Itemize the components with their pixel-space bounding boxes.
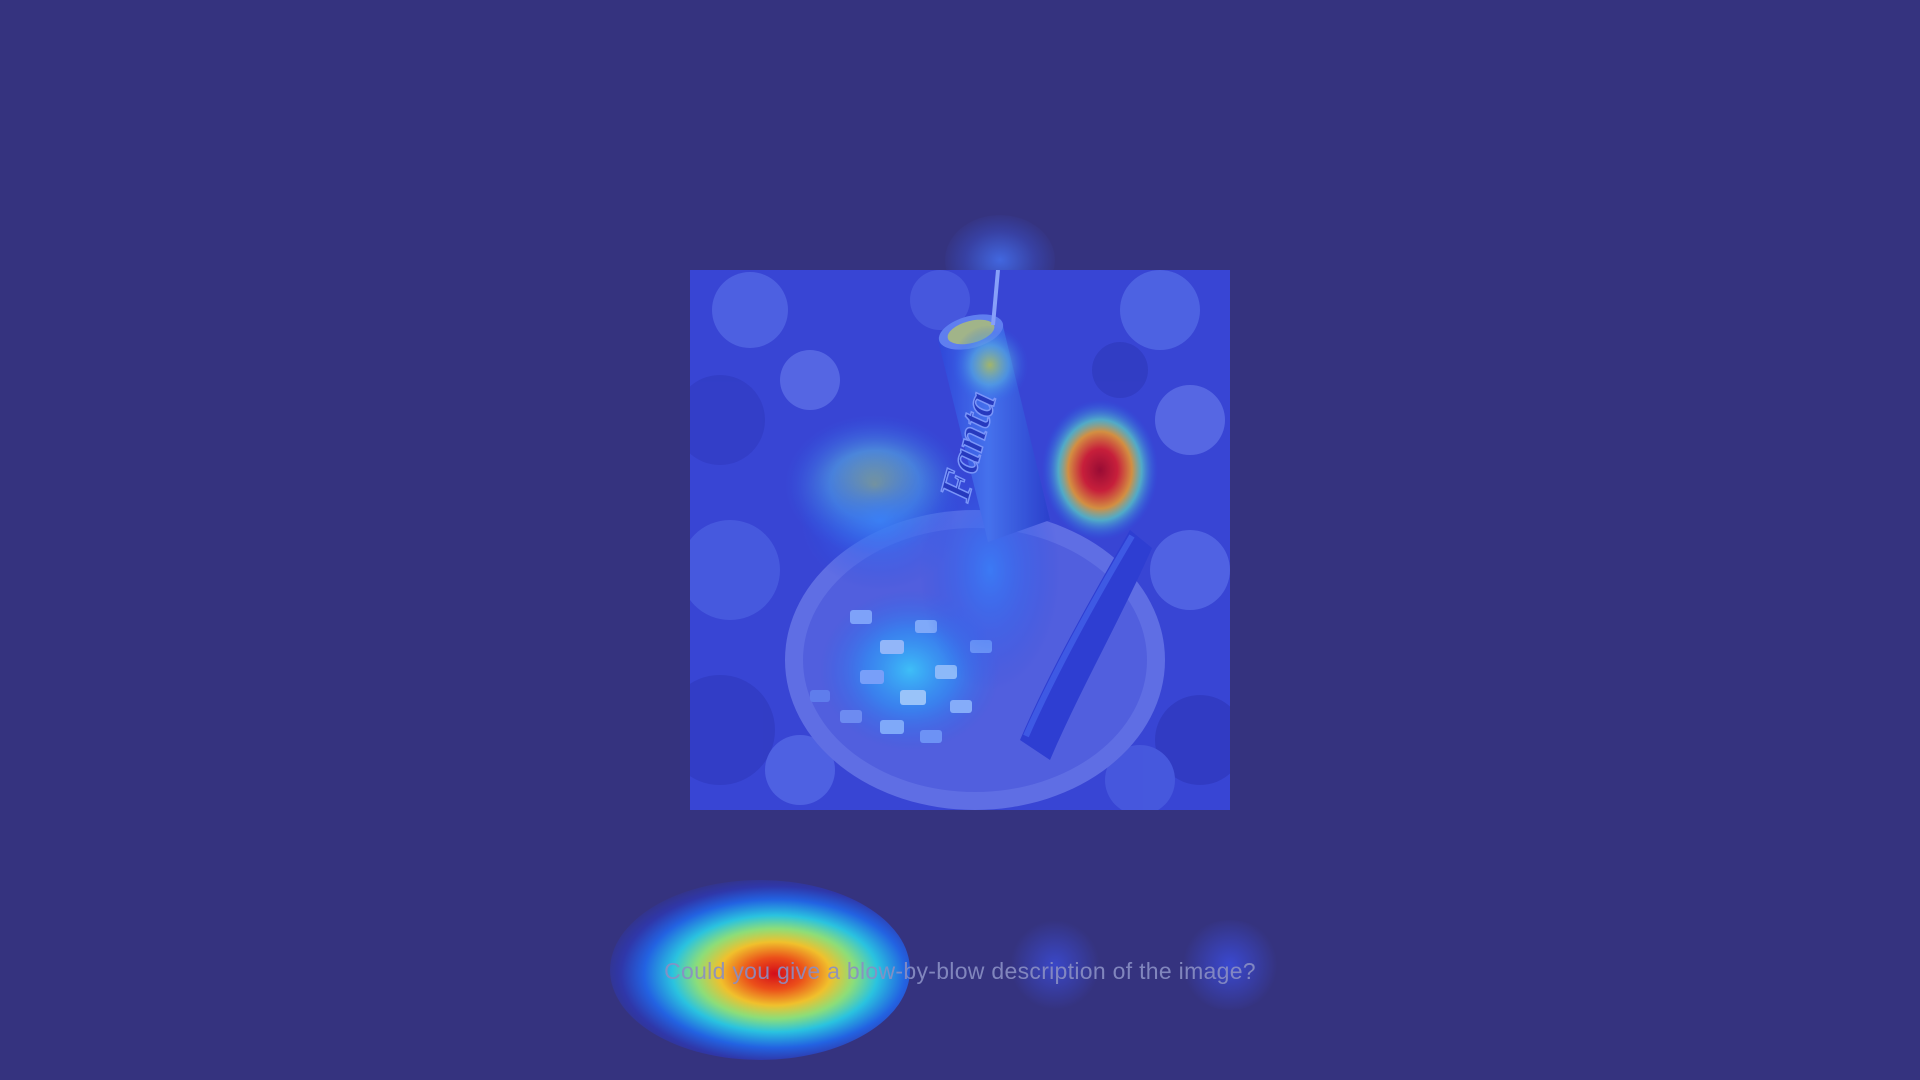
tablecloth-pattern <box>690 270 1230 810</box>
question-text: Could you give a blow-by-blow descriptio… <box>664 958 1256 984</box>
image-heatmap-svg: Fanta <box>690 270 1230 810</box>
soda-can: Fanta <box>920 270 1060 690</box>
input-image: Fanta <box>690 270 1230 810</box>
sausage <box>1020 530 1152 760</box>
attention-hotspot <box>1042 400 1158 540</box>
